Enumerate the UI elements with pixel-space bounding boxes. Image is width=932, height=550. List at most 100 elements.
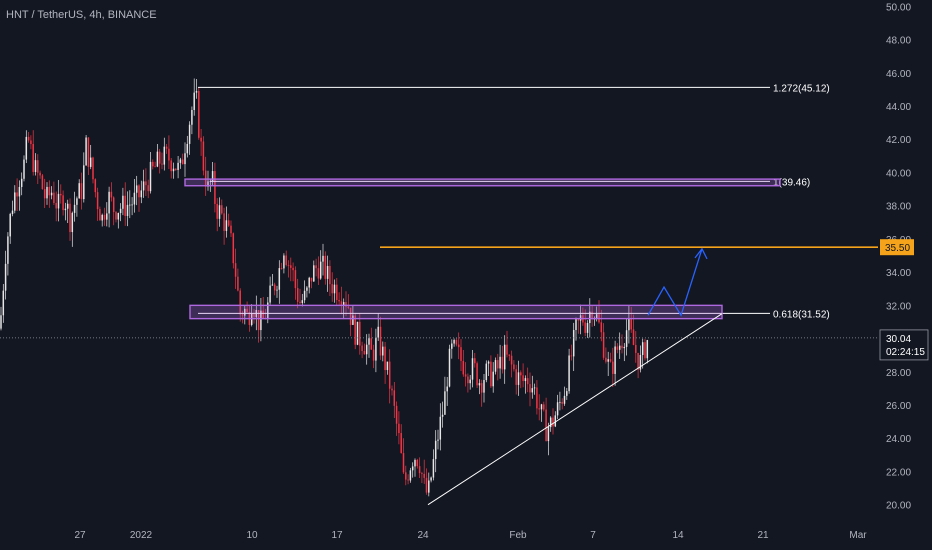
candle-body: [301, 300, 304, 304]
candle-body: [639, 354, 642, 370]
time-tick-label: Feb: [509, 530, 527, 541]
price-tick-label: 50.00: [886, 2, 911, 13]
candle-body: [202, 141, 205, 171]
candle-body: [186, 143, 189, 154]
candle-body: [552, 417, 554, 427]
price-tick-label: 28.00: [886, 368, 911, 379]
candle-body: [646, 340, 649, 359]
candle-body: [315, 265, 317, 269]
candle-body: [138, 185, 140, 198]
candle-body: [322, 255, 324, 262]
candle-body: [262, 310, 264, 319]
price-tick-label: 32.00: [886, 301, 911, 312]
candle-body: [543, 404, 545, 410]
candle-body: [391, 388, 393, 391]
candle-body: [455, 339, 458, 345]
candle-body: [168, 148, 170, 161]
candle-body: [89, 157, 92, 167]
candle-body: [188, 124, 191, 144]
candle-body: [46, 186, 48, 199]
candle-body: [566, 391, 568, 396]
candle-body: [618, 345, 621, 350]
candle-body: [112, 197, 115, 213]
candle-body: [602, 332, 605, 358]
candle-body: [497, 360, 499, 369]
candle-body: [476, 363, 478, 386]
candle-body: [14, 192, 16, 211]
price-tick-label: 20.00: [886, 501, 911, 512]
candle-body: [154, 166, 156, 168]
candle-body: [398, 423, 400, 434]
candle-body: [386, 361, 389, 371]
candle-body: [584, 322, 586, 333]
candle-body: [333, 284, 336, 294]
candle-body: [457, 344, 460, 348]
candle-body: [352, 315, 354, 325]
candle-body: [349, 307, 352, 325]
candle-body: [225, 220, 228, 231]
candle-body: [230, 225, 232, 234]
candle-body: [508, 354, 511, 356]
chart-title: HNT / TetherUS, 4h, BINANCE: [6, 9, 157, 21]
candle-body: [23, 159, 25, 179]
candle-body: [375, 337, 377, 361]
candle-body: [609, 359, 612, 362]
candle-body: [283, 255, 285, 269]
candle-body: [605, 357, 607, 362]
price-tick-label: 22.00: [886, 467, 911, 478]
candle-body: [142, 181, 145, 191]
candle-body: [363, 351, 366, 355]
candle-body: [437, 439, 439, 441]
candle-body: [336, 284, 338, 301]
candle-body: [135, 185, 138, 193]
candles-layer: [0, 78, 649, 497]
candle-body: [549, 417, 552, 428]
candle-body: [73, 204, 76, 213]
candle-body: [260, 310, 262, 331]
candle-body: [20, 178, 23, 187]
candle-body: [444, 391, 446, 415]
candle-body: [379, 326, 382, 356]
candle-body: [131, 204, 133, 206]
candle-body: [623, 346, 626, 349]
candle-body: [416, 459, 419, 467]
candle-body: [216, 203, 218, 219]
candle-body: [145, 181, 147, 186]
candle-body: [632, 329, 635, 345]
candle-body: [285, 255, 287, 265]
candle-body: [149, 161, 152, 192]
candle-body: [60, 193, 62, 196]
candle-body: [331, 284, 333, 294]
candle-body: [575, 319, 577, 331]
candle-body: [405, 472, 407, 480]
candle-body: [50, 192, 53, 196]
time-tick-label: Mar: [849, 530, 867, 541]
candle-body: [170, 160, 172, 172]
candle-body: [85, 137, 87, 166]
candle-body: [614, 346, 616, 374]
candle-body: [568, 355, 570, 392]
fib-level-label: 0.618(31.52): [773, 309, 830, 320]
candle-body: [87, 137, 90, 167]
candle-body: [570, 355, 573, 357]
candle-body: [110, 191, 113, 198]
candle-body: [200, 137, 202, 142]
candle-body: [227, 220, 230, 226]
candle-body: [499, 356, 501, 369]
candle-body: [11, 210, 14, 214]
candle-body: [253, 313, 255, 318]
candle-body: [425, 477, 428, 493]
candle-body: [448, 348, 451, 387]
candle-body: [446, 386, 448, 392]
candle-body: [356, 321, 359, 345]
candle-body: [7, 236, 9, 264]
candle-body: [241, 314, 244, 316]
candle-body: [119, 208, 122, 214]
candle-body: [267, 302, 269, 319]
price-tick-label: 26.00: [886, 401, 911, 412]
candle-body: [347, 306, 350, 308]
candle-body: [510, 355, 513, 365]
candle-body: [39, 172, 41, 176]
candle-body: [340, 301, 343, 305]
